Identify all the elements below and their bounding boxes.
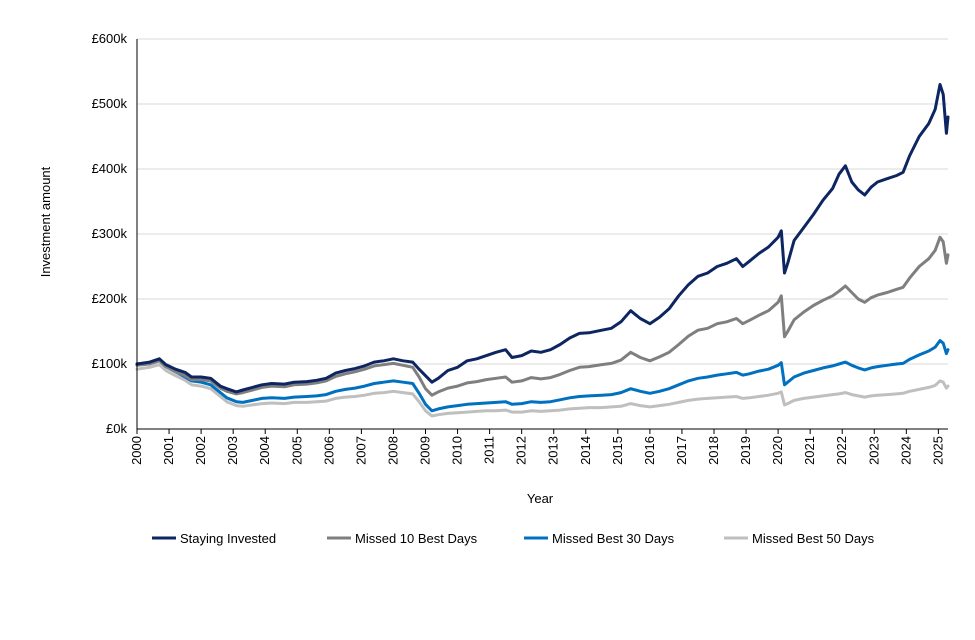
x-tick-label: 2004	[257, 436, 272, 465]
x-tick-label: 2008	[385, 436, 400, 465]
legend-label: Staying Invested	[180, 531, 276, 546]
x-tick-label: 2018	[706, 436, 721, 465]
x-tick-label: 2000	[129, 436, 144, 465]
y-tick-label: £200k	[92, 291, 128, 306]
x-tick-label: 2003	[225, 436, 240, 465]
y-tick-label: £400k	[92, 161, 128, 176]
x-tick-label: 2017	[674, 436, 689, 465]
y-tick-label: £300k	[92, 226, 128, 241]
x-tick-label: 2010	[450, 436, 465, 465]
x-tick-label: 2016	[642, 436, 657, 465]
x-tick-label: 2025	[930, 436, 945, 465]
x-tick-label: 2013	[546, 436, 561, 465]
y-tick-label: £0k	[106, 421, 127, 436]
y-tick-label: £600k	[92, 31, 128, 46]
x-tick-label: 2023	[866, 436, 881, 465]
series-line-2	[135, 339, 950, 413]
x-tick-label: 2015	[610, 436, 625, 465]
x-tick-label: 2001	[161, 436, 176, 465]
x-tick-label: 2002	[193, 436, 208, 465]
series-line-3	[135, 363, 950, 418]
y-tick-label: £100k	[92, 356, 128, 371]
x-tick-label: 2024	[898, 436, 913, 465]
gridlines	[137, 38, 948, 365]
x-tick-label: 2022	[834, 436, 849, 465]
series-line-1	[135, 235, 950, 397]
axes: £0k £100k £200k £300k £400k £500k £600k 2000 200…	[92, 31, 948, 465]
legend-label: Missed Best 30 Days	[552, 531, 675, 546]
x-tick-label: 2019	[738, 436, 753, 465]
legend-label: Missed 10 Best Days	[355, 531, 478, 546]
x-tick-label: 2005	[289, 436, 304, 465]
legend: Staying Invested Missed 10 Best Days Misse…	[152, 531, 875, 546]
x-tick-label: 2021	[802, 436, 817, 465]
x-axis-title: Year	[527, 491, 554, 506]
y-axis-title: Investment amount	[38, 166, 53, 277]
x-tick-label: 2007	[353, 436, 368, 465]
x-tick-label: 2009	[417, 436, 432, 465]
x-tick-label: 2020	[770, 436, 785, 465]
x-tick-label: 2014	[578, 436, 593, 465]
x-tick-label: 2012	[514, 436, 529, 465]
legend-label: Missed Best 50 Days	[752, 531, 875, 546]
x-tick-label: 2011	[482, 436, 497, 464]
series-lines	[135, 83, 950, 418]
x-tick-label: 2006	[321, 436, 336, 465]
series-line-0	[135, 83, 950, 394]
y-tick-label: £500k	[92, 96, 128, 111]
